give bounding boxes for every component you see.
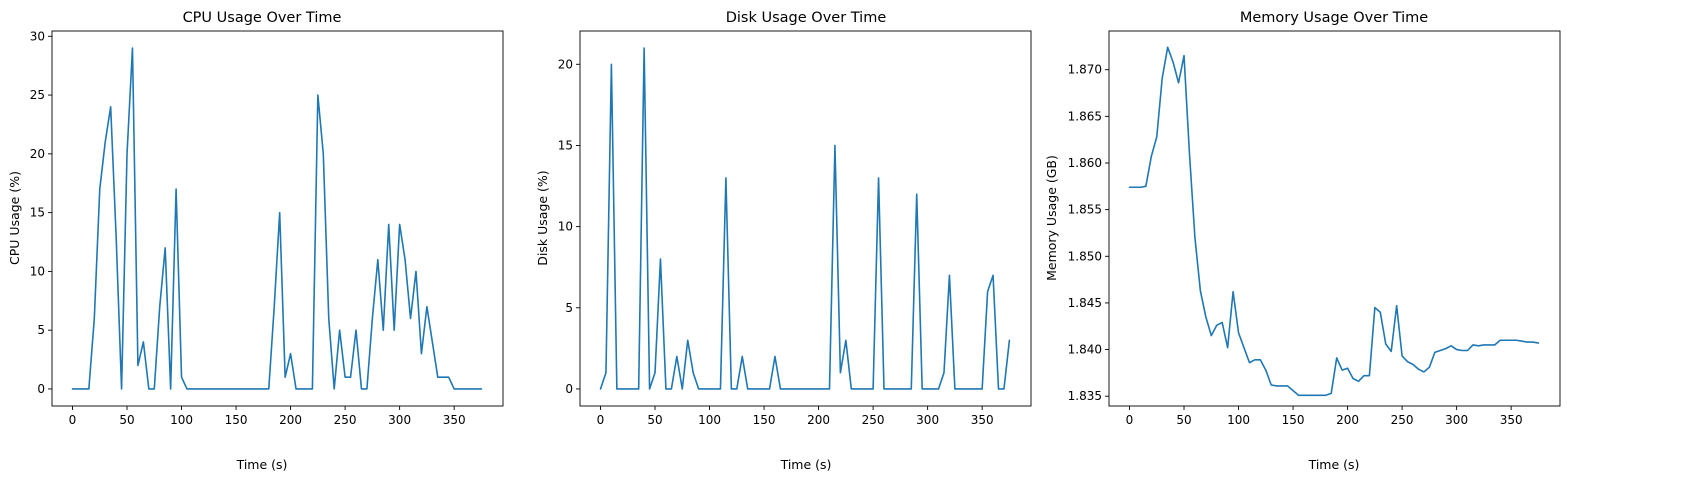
memory-usage-line <box>1128 46 1540 397</box>
cpu-x-tick-label: 250 <box>334 413 357 427</box>
memory-y-tick-label: 1.835 <box>1068 389 1102 403</box>
memory-x-tick-label: 300 <box>1445 413 1468 427</box>
cpu-y-tick-label: 0 <box>37 382 45 396</box>
cpu-x-axis-label: Time (s) <box>236 457 288 472</box>
disk-y-tick-label: 10 <box>558 220 573 234</box>
cpu-x-tick-label: 50 <box>119 413 134 427</box>
cpu-x-tick-label: 150 <box>225 413 248 427</box>
cpu-x-tick-label: 350 <box>443 413 466 427</box>
memory-y-tick-label: 1.850 <box>1068 249 1102 263</box>
disk-x-tick-label: 300 <box>916 413 939 427</box>
cpu-x-tick-label: 0 <box>69 413 77 427</box>
memory-x-tick-label: 150 <box>1282 413 1305 427</box>
cpu-ticks: 0 50 100 150 200 250 300 350 0 5 10 15 20 25 30 <box>30 29 466 427</box>
disk-x-tick-label: 0 <box>597 413 605 427</box>
memory-y-tick-label: 1.865 <box>1068 109 1102 123</box>
disk-y-axis-label: Disk Usage (%) <box>535 170 550 265</box>
disk-x-tick-label: 200 <box>807 413 830 427</box>
memory-chart-title: Memory Usage Over Time <box>1240 10 1428 26</box>
disk-ticks: 0 50 100 150 200 250 300 350 0 5 10 15 20 <box>558 57 994 427</box>
cpu-x-tick-label: 100 <box>170 413 193 427</box>
cpu-y-tick-label: 5 <box>37 323 45 337</box>
cpu-chart-panel: CPU Usage Over Time Time (s) CPU Usage (… <box>7 10 504 472</box>
memory-x-axis-label: Time (s) <box>1308 457 1360 472</box>
cpu-y-tick-label: 30 <box>30 29 45 43</box>
disk-y-tick-label: 5 <box>565 301 573 315</box>
memory-y-axis-label: Memory Usage (GB) <box>1044 155 1059 281</box>
memory-plot-frame <box>1108 30 1561 407</box>
disk-x-axis-label: Time (s) <box>780 457 832 472</box>
disk-x-tick-label: 100 <box>698 413 721 427</box>
memory-y-tick-label: 1.855 <box>1068 203 1102 217</box>
memory-x-tick-label: 0 <box>1126 413 1134 427</box>
memory-x-tick-label: 250 <box>1391 413 1414 427</box>
memory-y-tick-label: 1.845 <box>1068 296 1102 310</box>
disk-chart-panel: Disk Usage Over Time Time (s) Disk Usage… <box>535 10 1032 472</box>
disk-y-tick-label: 15 <box>558 138 573 152</box>
cpu-chart-title: CPU Usage Over Time <box>183 10 342 26</box>
memory-ticks: 0 50 100 150 200 250 300 350 1.835 1.840 1.845 1.85… <box>1068 63 1523 427</box>
memory-x-tick-label: 200 <box>1336 413 1359 427</box>
memory-x-tick-label: 100 <box>1227 413 1250 427</box>
disk-y-tick-label: 20 <box>558 57 573 71</box>
cpu-y-tick-label: 10 <box>30 264 45 278</box>
cpu-x-tick-label: 300 <box>388 413 411 427</box>
disk-x-tick-label: 350 <box>971 413 994 427</box>
memory-y-tick-label: 1.860 <box>1068 156 1102 170</box>
cpu-usage-line <box>71 47 483 390</box>
cpu-y-axis-label: CPU Usage (%) <box>7 171 22 265</box>
disk-x-tick-label: 250 <box>862 413 885 427</box>
memory-y-tick-label: 1.840 <box>1068 343 1102 357</box>
disk-x-tick-label: 150 <box>753 413 776 427</box>
cpu-plot-frame <box>51 30 504 407</box>
memory-chart-panel: Memory Usage Over Time Time (s) Memory U… <box>1044 10 1561 472</box>
memory-x-tick-label: 350 <box>1500 413 1523 427</box>
disk-plot-frame <box>579 30 1032 407</box>
disk-y-tick-label: 0 <box>565 382 573 396</box>
cpu-y-tick-label: 25 <box>30 88 45 102</box>
cpu-x-tick-label: 200 <box>279 413 302 427</box>
disk-x-tick-label: 50 <box>647 413 662 427</box>
memory-x-tick-label: 50 <box>1176 413 1191 427</box>
cpu-y-tick-label: 15 <box>30 206 45 220</box>
disk-chart-title: Disk Usage Over Time <box>726 10 887 26</box>
cpu-y-tick-label: 20 <box>30 147 45 161</box>
disk-usage-line <box>599 47 1011 390</box>
memory-y-tick-label: 1.870 <box>1068 63 1102 77</box>
